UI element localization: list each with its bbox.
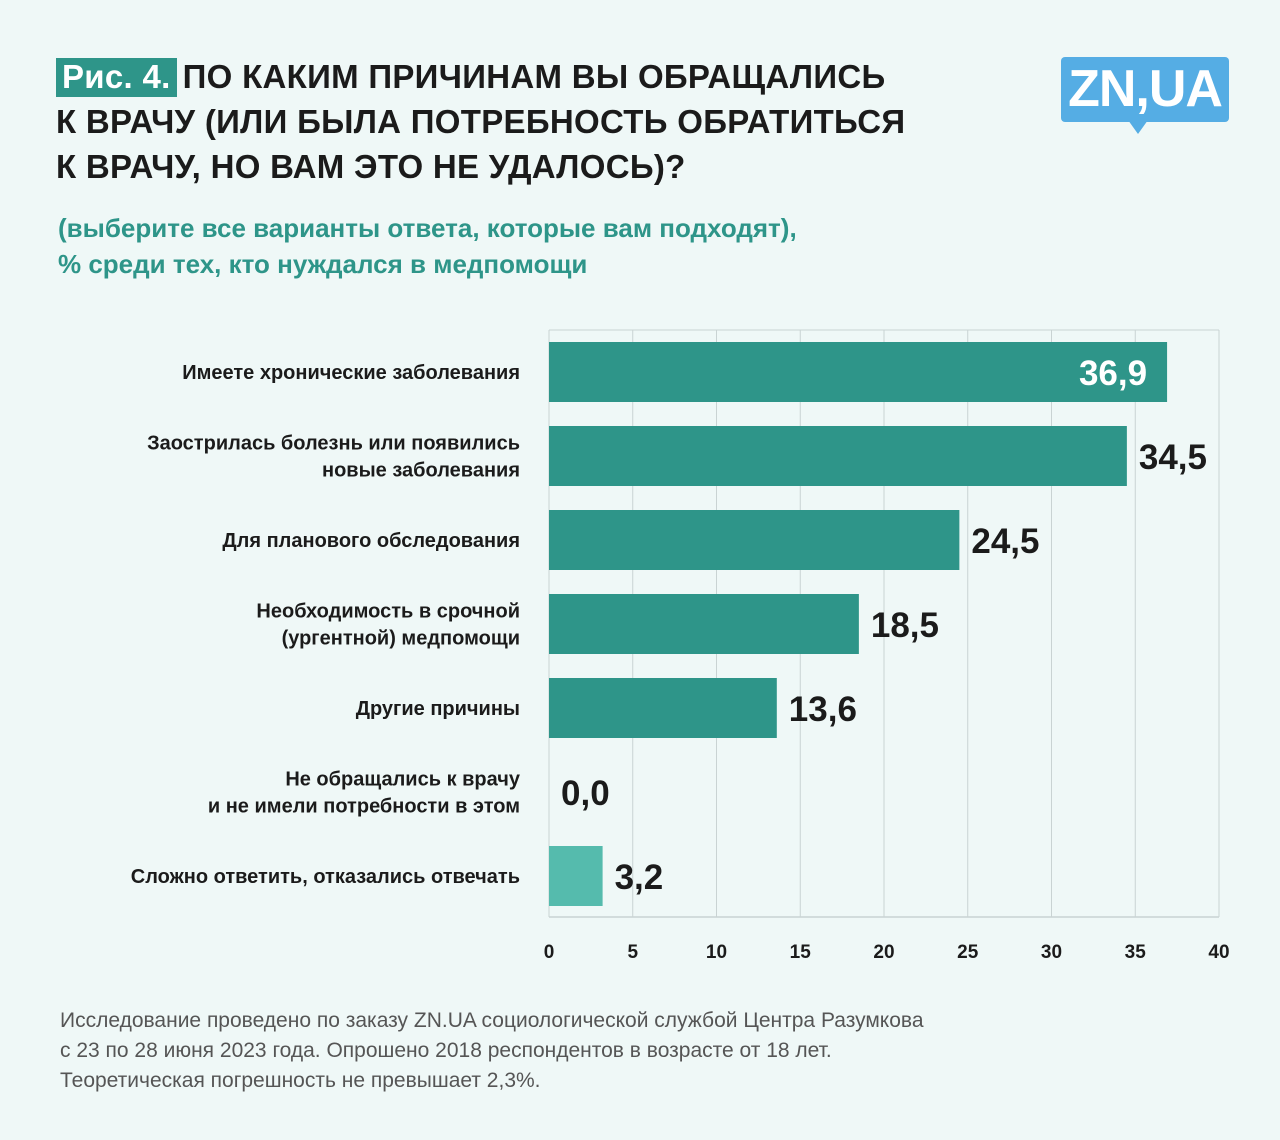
chart-title: Рис. 4. ПО КАКИМ ПРИЧИНАМ ВЫ ОБРАЩАЛИСЬ К… xyxy=(56,54,1016,189)
x-tick-label: 35 xyxy=(1125,942,1147,963)
bar xyxy=(549,678,777,738)
footer-note: Исследование проведено по заказу ZN.UA с… xyxy=(60,1006,924,1096)
data-label: 24,5 xyxy=(971,522,1039,561)
category-label: Сложно ответить, отказались отвечать xyxy=(131,866,520,888)
chart-subtitle: (выберите все варианты ответа, которые в… xyxy=(58,210,797,282)
x-tick-label: 0 xyxy=(544,942,555,963)
x-tick-label: 5 xyxy=(627,942,638,963)
footer-line-3: Теоретическая погрешность не превышает 2… xyxy=(60,1069,541,1092)
data-label: 36,9 xyxy=(1079,354,1147,393)
bar xyxy=(549,594,859,654)
subtitle-line-2: % среди тех, кто нуждался в медпомощи xyxy=(58,249,588,279)
x-tick-label: 40 xyxy=(1208,942,1229,963)
bar xyxy=(549,510,960,570)
figure-label: Рис. 4. xyxy=(56,58,177,97)
zn-ua-logo: ZN,UA xyxy=(1061,57,1229,122)
x-tick-label: 20 xyxy=(873,942,894,963)
data-label: 18,5 xyxy=(871,606,939,645)
title-line-2: К ВРАЧУ (ИЛИ БЫЛА ПОТРЕБНОСТЬ ОБРАТИТЬСЯ xyxy=(56,103,906,140)
category-label: Имеете хронические заболевания xyxy=(182,362,520,384)
footer-line-1: Исследование проведено по заказу ZN.UA с… xyxy=(60,1009,924,1032)
category-label: Другие причины xyxy=(356,698,520,720)
bar xyxy=(549,426,1127,486)
bar xyxy=(549,846,603,906)
x-tick-label: 25 xyxy=(957,942,979,963)
data-label: 3,2 xyxy=(615,858,664,897)
category-label: Заострилась болезнь или появились xyxy=(147,433,520,455)
category-label: Для планового обследования xyxy=(222,530,520,552)
data-label: 34,5 xyxy=(1139,438,1207,477)
x-tick-label: 15 xyxy=(790,942,812,963)
subtitle-line-1: (выберите все варианты ответа, которые в… xyxy=(58,213,797,243)
bar xyxy=(549,342,1168,402)
footer-line-2: с 23 по 28 июня 2023 года. Опрошено 2018… xyxy=(60,1039,832,1062)
title-line-1: ПО КАКИМ ПРИЧИНАМ ВЫ ОБРАЩАЛИСЬ xyxy=(182,58,886,95)
data-label: 0,0 xyxy=(561,774,610,813)
category-label: Необходимость в срочной xyxy=(256,601,520,623)
category-label: (ургентной) медпомощи xyxy=(282,628,520,650)
title-line-3: К ВРАЧУ, НО ВАМ ЭТО НЕ УДАЛОСЬ)? xyxy=(56,148,686,185)
category-label: Не обращались к врачу xyxy=(285,769,521,791)
category-label: и не имели потребности в этом xyxy=(208,796,520,818)
x-tick-label: 10 xyxy=(706,942,727,963)
data-label: 13,6 xyxy=(789,690,857,729)
logo-speech-tail xyxy=(1128,120,1148,134)
category-label: новые заболевания xyxy=(322,460,520,482)
x-tick-label: 30 xyxy=(1041,942,1062,963)
